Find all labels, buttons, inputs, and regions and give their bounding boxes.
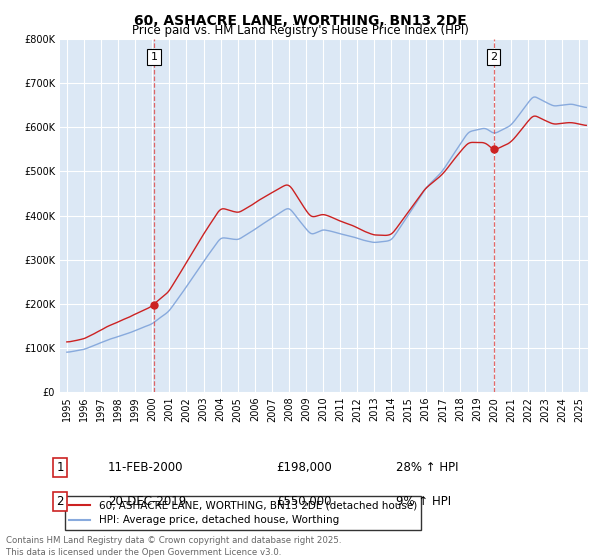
Text: 28% ↑ HPI: 28% ↑ HPI (396, 461, 458, 474)
Text: Contains HM Land Registry data © Crown copyright and database right 2025.
This d: Contains HM Land Registry data © Crown c… (6, 536, 341, 557)
Text: 60, ASHACRE LANE, WORTHING, BN13 2DE: 60, ASHACRE LANE, WORTHING, BN13 2DE (134, 14, 466, 28)
Text: Price paid vs. HM Land Registry's House Price Index (HPI): Price paid vs. HM Land Registry's House … (131, 24, 469, 37)
Text: 2: 2 (56, 494, 64, 508)
Text: 9% ↑ HPI: 9% ↑ HPI (396, 494, 451, 508)
Text: 20-DEC-2019: 20-DEC-2019 (108, 494, 186, 508)
Text: 1: 1 (56, 461, 64, 474)
Text: £550,000: £550,000 (276, 494, 331, 508)
Text: 1: 1 (151, 52, 157, 62)
Text: £198,000: £198,000 (276, 461, 332, 474)
Legend: 60, ASHACRE LANE, WORTHING, BN13 2DE (detached house), HPI: Average price, detac: 60, ASHACRE LANE, WORTHING, BN13 2DE (de… (65, 496, 421, 530)
Text: 2: 2 (490, 52, 497, 62)
Text: 11-FEB-2000: 11-FEB-2000 (108, 461, 184, 474)
